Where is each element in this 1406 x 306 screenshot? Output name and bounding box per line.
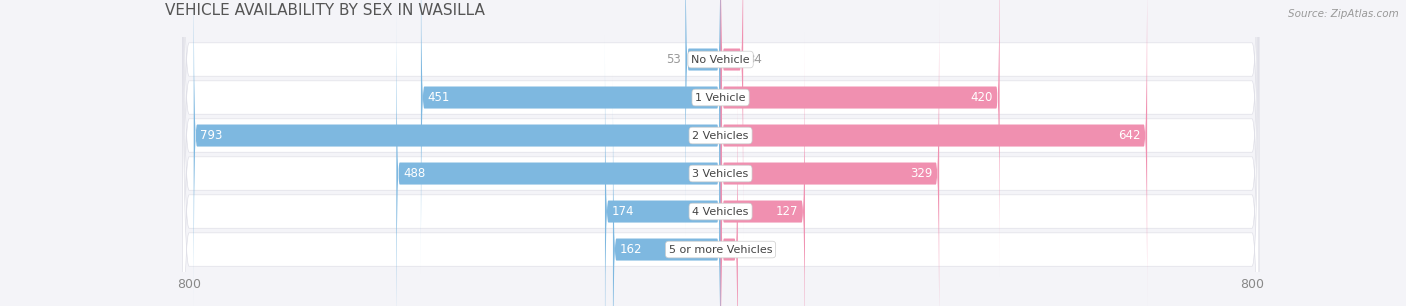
FancyBboxPatch shape — [685, 0, 721, 238]
FancyBboxPatch shape — [721, 0, 744, 238]
FancyBboxPatch shape — [396, 0, 721, 306]
Text: 642: 642 — [1118, 129, 1140, 142]
Text: 2 Vehicles: 2 Vehicles — [692, 131, 749, 140]
FancyBboxPatch shape — [194, 0, 721, 306]
FancyBboxPatch shape — [420, 0, 721, 277]
Text: 53: 53 — [666, 53, 682, 66]
Text: 26: 26 — [742, 243, 756, 256]
FancyBboxPatch shape — [721, 32, 806, 306]
FancyBboxPatch shape — [183, 0, 1258, 306]
FancyBboxPatch shape — [183, 0, 1258, 306]
FancyBboxPatch shape — [721, 0, 1147, 306]
Text: 451: 451 — [427, 91, 450, 104]
Text: 488: 488 — [404, 167, 425, 180]
Text: 34: 34 — [747, 53, 762, 66]
FancyBboxPatch shape — [183, 0, 1258, 306]
Text: VEHICLE AVAILABILITY BY SEX IN WASILLA: VEHICLE AVAILABILITY BY SEX IN WASILLA — [165, 3, 485, 18]
Text: No Vehicle: No Vehicle — [692, 54, 749, 65]
FancyBboxPatch shape — [183, 0, 1258, 306]
Text: Source: ZipAtlas.com: Source: ZipAtlas.com — [1288, 9, 1399, 19]
Text: 793: 793 — [200, 129, 222, 142]
Text: 127: 127 — [776, 205, 799, 218]
Text: 174: 174 — [612, 205, 634, 218]
Text: 5 or more Vehicles: 5 or more Vehicles — [669, 244, 772, 255]
FancyBboxPatch shape — [721, 0, 939, 306]
Text: 1 Vehicle: 1 Vehicle — [696, 92, 745, 103]
Text: 420: 420 — [970, 91, 993, 104]
FancyBboxPatch shape — [613, 71, 721, 306]
FancyBboxPatch shape — [183, 0, 1258, 306]
FancyBboxPatch shape — [721, 0, 1000, 277]
Text: 162: 162 — [620, 243, 643, 256]
FancyBboxPatch shape — [605, 32, 721, 306]
FancyBboxPatch shape — [183, 0, 1258, 306]
Text: 4 Vehicles: 4 Vehicles — [692, 207, 749, 217]
Text: 3 Vehicles: 3 Vehicles — [692, 169, 749, 178]
Text: 329: 329 — [910, 167, 932, 180]
FancyBboxPatch shape — [721, 71, 738, 306]
